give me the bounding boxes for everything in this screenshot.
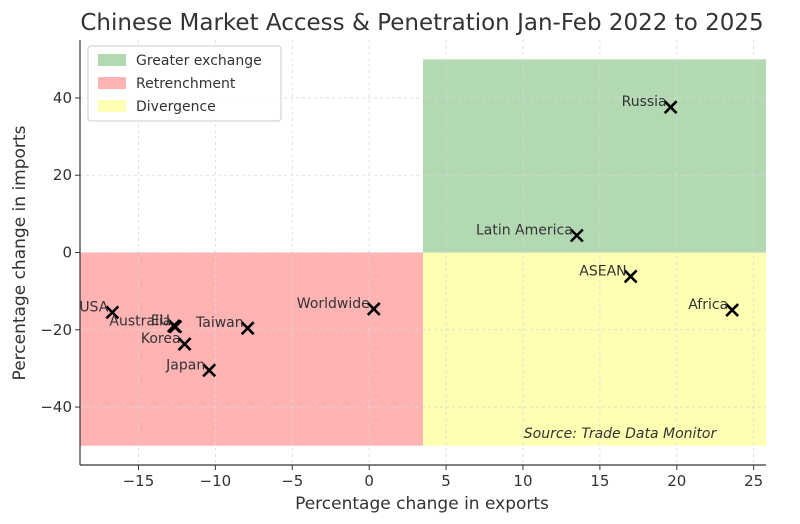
x-tick-label: 5 [441, 472, 451, 490]
point-russia: Russia [622, 94, 678, 115]
x-tick-label: 15 [590, 472, 609, 490]
point-marker [240, 321, 255, 336]
legend-swatch [98, 77, 126, 89]
axes: −15 −10 −5 0 5 10 15 20 25 −40 −20 0 20 40 [40, 40, 766, 490]
x-tick-label: −10 [200, 472, 232, 490]
point-label: Australia [109, 314, 171, 330]
legend-entry: Retrenchment [136, 76, 236, 92]
point-label: ASEAN [579, 263, 626, 279]
point-marker [366, 301, 381, 316]
point-marker [569, 228, 584, 243]
point-marker [105, 305, 120, 320]
legend-box [87, 45, 282, 122]
grid-lines [80, 40, 766, 465]
point-worldwide: Worldwide [297, 296, 381, 316]
quadrant-regions [80, 59, 766, 446]
point-marker [168, 319, 183, 334]
legend-entry: Greater exchange [136, 53, 262, 69]
point-marker [663, 100, 678, 115]
point-label: EU [151, 313, 170, 329]
point-marker [725, 303, 740, 317]
point-marker [202, 363, 217, 378]
point-marker [623, 269, 638, 284]
region-greater-exchange [423, 59, 766, 253]
point-korea: Korea [141, 331, 192, 351]
data-points: Russia Latin America ASEAN Africa Worldwide U… [79, 94, 740, 378]
point-japan: Japan [165, 357, 217, 378]
point-marker [177, 337, 192, 351]
y-tick-label: 20 [53, 166, 72, 184]
y-tick-label: 40 [53, 89, 72, 107]
legend-swatch [98, 100, 126, 112]
point-label: Korea [141, 331, 181, 347]
x-tick-label: −5 [281, 472, 303, 490]
y-tick-label: 0 [62, 244, 72, 262]
x-tick-label: 25 [744, 472, 763, 490]
x-tick-label: 10 [513, 472, 532, 490]
point-label: Latin America [476, 223, 573, 239]
point-asean: ASEAN [579, 263, 638, 284]
point-usa: USA [79, 299, 120, 320]
point-label: Japan [165, 357, 205, 373]
region-retrenchment [80, 252, 423, 446]
point-label: USA [79, 299, 108, 315]
y-tick-label: −40 [40, 398, 72, 416]
legend-entry: Divergence [136, 99, 216, 115]
x-tick-label: 20 [667, 472, 686, 490]
y-axis-label: Percentage change in imports [10, 125, 30, 380]
chart-title: Chinese Market Access & Penetration Jan-… [80, 10, 763, 36]
source-annotation: Source: Trade Data Monitor [524, 426, 718, 442]
point-label: Africa [688, 297, 728, 313]
x-tick-label: 0 [364, 472, 374, 490]
x-tick-label: −15 [123, 472, 155, 490]
point-taiwan: Taiwan [195, 315, 255, 336]
point-africa: Africa [688, 297, 740, 317]
region-divergence [423, 252, 766, 446]
point-label: Taiwan [195, 315, 244, 331]
point-label: Russia [622, 94, 667, 110]
point-latin-america: Latin America [476, 223, 584, 243]
legend: Greater exchange Retrenchment Divergence [87, 45, 282, 122]
point-label: Worldwide [297, 296, 370, 312]
point-australia: Australia [109, 314, 183, 334]
x-axis-label: Percentage change in exports [295, 494, 549, 514]
y-tick-label: −20 [40, 321, 72, 339]
legend-swatch [98, 54, 126, 66]
